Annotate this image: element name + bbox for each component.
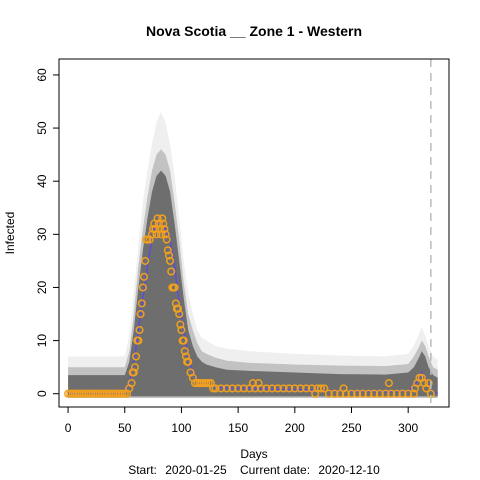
observed-point [135, 325, 144, 335]
footer-current-date: 2020-12-10 [318, 463, 380, 477]
observed-point [180, 347, 189, 356]
observed-point [347, 389, 356, 398]
observed-point [370, 389, 379, 398]
observed-point [375, 389, 384, 398]
observed-point [320, 384, 329, 393]
y-tick-label: 20 [35, 280, 49, 294]
median-line [68, 222, 439, 395]
observed-point [132, 352, 141, 361]
y-tick-label: 0 [35, 390, 49, 397]
observed-point [159, 219, 168, 228]
x-tick-label: 50 [118, 421, 132, 435]
observed-point [256, 384, 265, 393]
observed-point [217, 384, 226, 393]
observed-point [129, 368, 138, 377]
observed-point [262, 384, 271, 393]
observed-point [234, 384, 243, 393]
x-tick-label: 0 [65, 421, 72, 435]
observed-point [404, 389, 413, 398]
observed-point [302, 384, 311, 393]
observed-point [173, 304, 183, 313]
observed-point [184, 357, 193, 366]
observed-point [164, 251, 174, 260]
observed-point [136, 309, 145, 319]
observed-point [364, 389, 373, 398]
observed-point [167, 267, 176, 276]
observed-point [398, 389, 407, 398]
x-tick-label: 300 [398, 421, 418, 435]
observed-point [127, 379, 136, 388]
observed-point [387, 389, 396, 398]
observed-point [330, 389, 339, 398]
observed-point [316, 384, 325, 393]
observed-point [162, 235, 171, 244]
observed-point [279, 384, 288, 393]
observed-point [273, 384, 282, 393]
observed-point [160, 224, 169, 234]
observed-point [153, 214, 162, 223]
observed-point [358, 389, 367, 398]
observed-point [176, 320, 185, 329]
observed-point [161, 230, 170, 239]
y-tick-label: 50 [35, 121, 49, 135]
observed-point [211, 384, 220, 393]
observed-point [290, 384, 299, 393]
observed-point [324, 389, 333, 398]
y-tick-label: 60 [35, 68, 49, 82]
chart-title: Nova Scotia __ Zone 1 - Western [146, 23, 362, 39]
observed-point [141, 256, 150, 265]
y-tick-label: 40 [35, 174, 49, 188]
observed-point [381, 389, 390, 398]
x-tick-label: 100 [171, 421, 191, 435]
x-tick-label: 200 [285, 421, 305, 435]
observed-point [285, 384, 294, 393]
band-outer [68, 112, 438, 398]
x-tick-label: 250 [341, 421, 361, 435]
y-axis: 0 10 20 30 40 50 60 [35, 68, 59, 397]
observed-point [166, 256, 175, 265]
observed-point [424, 379, 433, 388]
footer-start-date: 2020-01-25 [165, 463, 227, 477]
y-tick-label: 30 [35, 227, 49, 241]
observed-point [170, 283, 179, 292]
plot-frame [58, 58, 450, 408]
x-axis-label: Days [240, 447, 267, 461]
observed-point [137, 299, 146, 308]
footer-text: Start: 2020-01-25 Current date: 2020-12-… [128, 463, 380, 477]
x-tick-label: 150 [228, 421, 248, 435]
x-axis: 0 50 100 150 200 250 300 [65, 407, 419, 435]
observed-point [228, 384, 237, 393]
observed-point [222, 384, 231, 393]
observed-point [409, 389, 418, 398]
footer-start-label: Start: [128, 463, 157, 477]
observed-point [130, 363, 140, 372]
observed-point [158, 214, 167, 223]
observed-point [163, 246, 172, 255]
observed-point [341, 389, 350, 398]
observed-point [384, 379, 393, 388]
observed-point [177, 325, 186, 335]
observed-point [239, 384, 248, 393]
observed-point [179, 336, 188, 345]
observed-point [268, 384, 277, 393]
observed-point [139, 272, 149, 281]
observed-point [392, 389, 401, 398]
y-tick-label: 10 [35, 334, 49, 348]
observed-points [64, 214, 435, 398]
observed-point [353, 389, 362, 398]
footer-current-label: Current date: [240, 463, 310, 477]
observed-point [296, 384, 305, 393]
y-axis-label: Infected [3, 212, 17, 255]
observed-point [134, 336, 143, 345]
observed-point [175, 309, 184, 319]
observed-point [138, 283, 147, 292]
